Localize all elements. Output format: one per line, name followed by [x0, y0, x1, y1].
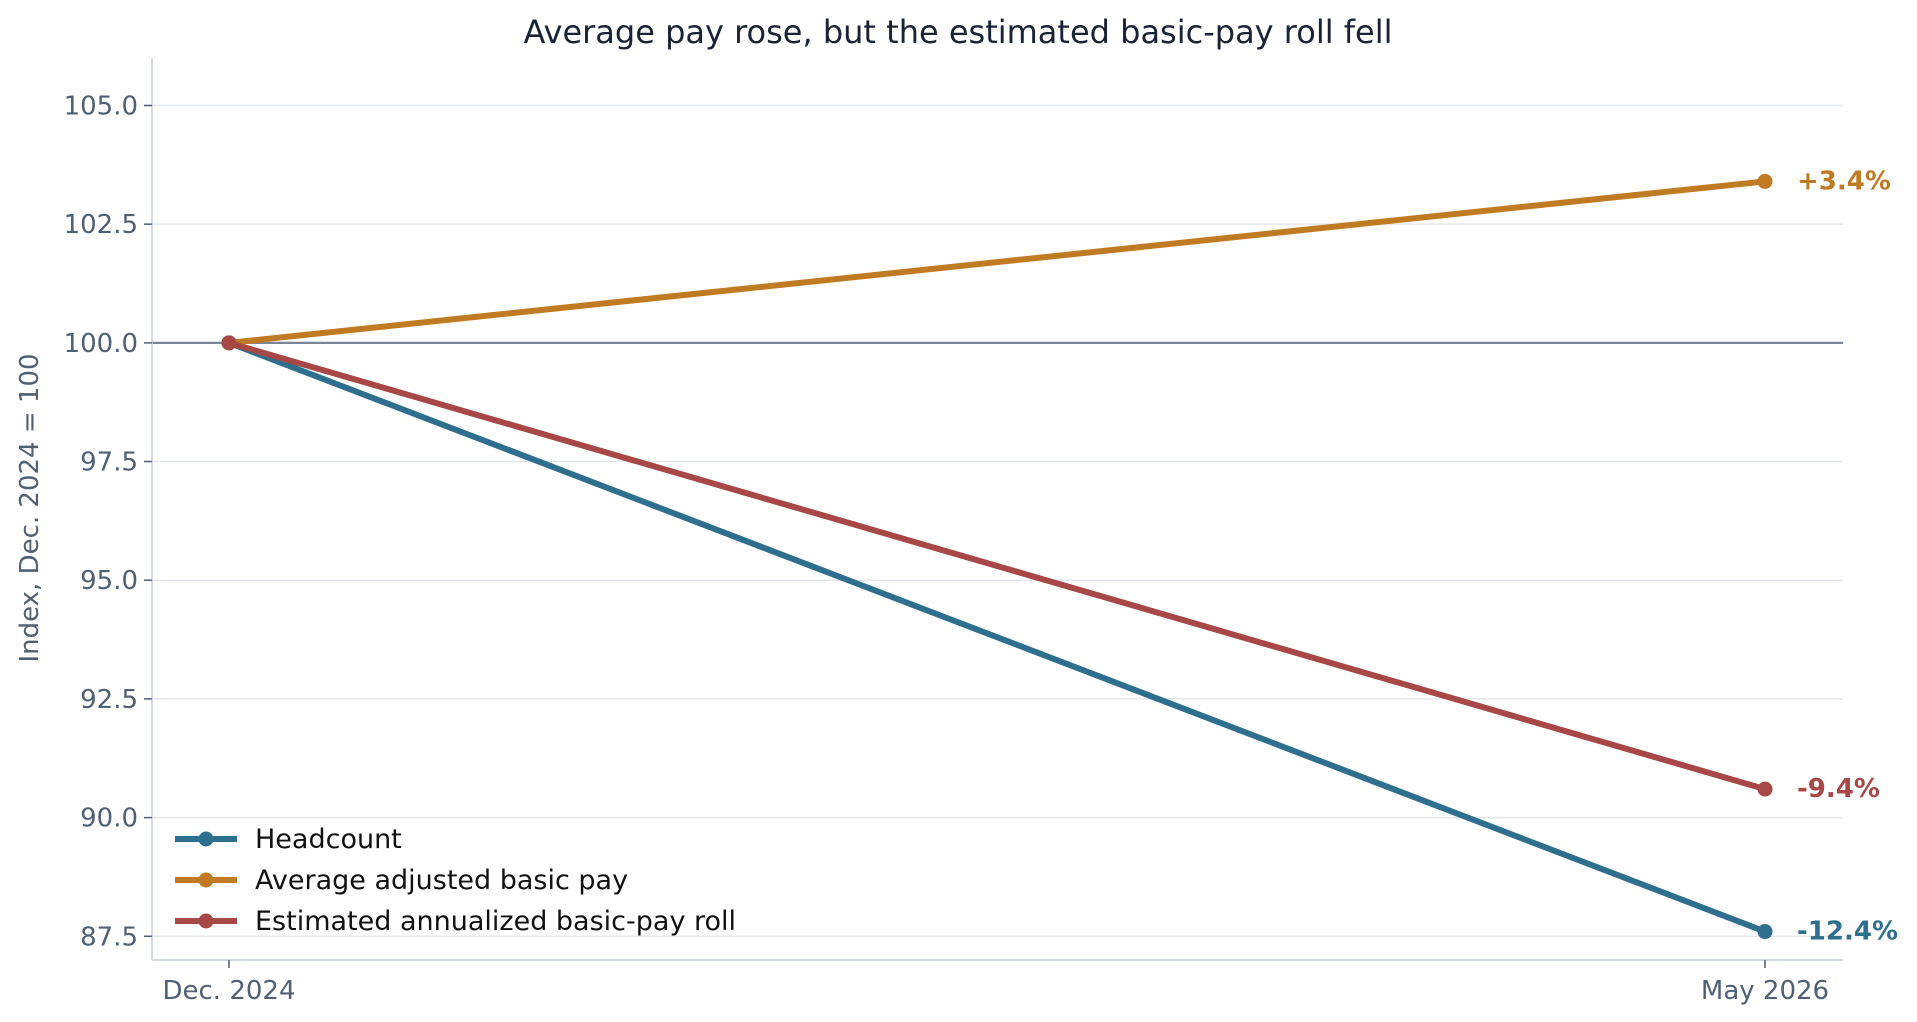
- y-tick-label: 97.5: [80, 448, 138, 478]
- x-tick-label: Dec. 2024: [162, 976, 295, 1006]
- data-point: [221, 335, 237, 351]
- series-line: [226, 339, 1768, 935]
- y-tick-label: 105.0: [64, 91, 138, 121]
- y-axis-label: Index, Dec. 2024 = 100: [15, 353, 45, 662]
- y-tick-label: 95.0: [80, 566, 138, 596]
- gridlines: [152, 104, 1843, 938]
- series-estimated-annualized-basic-pay-roll: -9.4%: [221, 335, 1880, 804]
- legend-item: Headcount: [175, 824, 402, 855]
- series-line: [226, 178, 1768, 346]
- legend-label: Average adjusted basic pay: [255, 865, 628, 896]
- data-point: [1757, 173, 1773, 189]
- series-line: [226, 339, 1768, 793]
- y-tick-label: 102.5: [64, 210, 138, 240]
- legend-item: Average adjusted basic pay: [175, 865, 628, 896]
- y-tick-label: 87.5: [80, 922, 138, 952]
- legend-label: Estimated annualized basic-pay roll: [255, 906, 736, 937]
- legend-item: Estimated annualized basic-pay roll: [175, 906, 736, 937]
- x-ticks: Dec. 2024 May 2026: [162, 960, 1829, 1006]
- y-tick-label: 90.0: [80, 804, 138, 834]
- y-tick-label: 92.5: [80, 685, 138, 715]
- legend-swatch-marker: [198, 831, 214, 847]
- chart-title: Average pay rose, but the estimated basi…: [523, 13, 1392, 51]
- y-ticks: 87.5 90.0 92.5 95.0 97.5 100.0 102.5 105.0: [64, 91, 152, 952]
- axes: [151, 58, 1843, 961]
- x-tick-label: May 2026: [1701, 976, 1829, 1006]
- end-value-label: +3.4%: [1797, 166, 1891, 196]
- legend-swatch-marker: [198, 913, 214, 929]
- end-value-label: -9.4%: [1797, 774, 1880, 804]
- y-tick-label: 100.0: [64, 329, 138, 359]
- end-value-label: -12.4%: [1797, 917, 1898, 947]
- series-average-adjusted-basic-pay: +3.4%: [221, 166, 1891, 351]
- legend: Headcount Average adjusted basic pay Estim…: [175, 824, 736, 937]
- data-point: [1757, 781, 1773, 797]
- legend-swatch-marker: [198, 872, 214, 888]
- series-group: -12.4% +3.4% -9.4%: [221, 166, 1898, 947]
- data-point: [1757, 924, 1773, 940]
- legend-label: Headcount: [255, 824, 402, 855]
- series-headcount: -12.4%: [221, 335, 1898, 947]
